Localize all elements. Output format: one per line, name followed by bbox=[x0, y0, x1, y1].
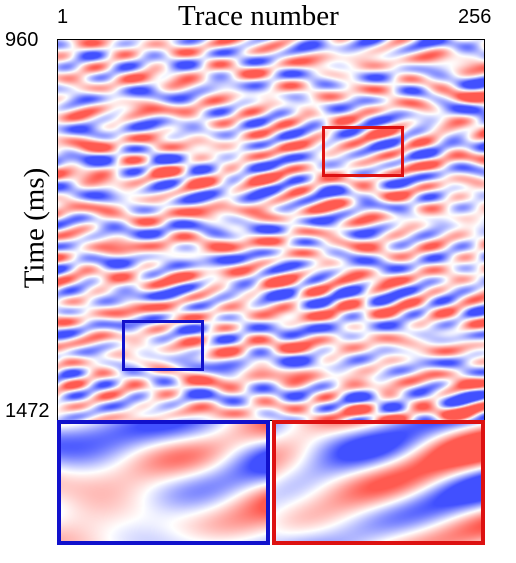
blue-zoom-image bbox=[61, 424, 266, 541]
red-zoom-image bbox=[276, 424, 481, 541]
x-start-label: 1 bbox=[57, 6, 69, 28]
y-axis-title: Time (ms) bbox=[18, 167, 51, 289]
x-axis-title: Trace number bbox=[178, 0, 339, 32]
seismic-image bbox=[58, 40, 484, 420]
red-region-zoom bbox=[272, 420, 485, 545]
y-end-label: 1472 bbox=[5, 400, 50, 422]
y-start-label: 960 bbox=[5, 29, 39, 51]
x-end-label: 256 bbox=[458, 6, 492, 28]
red-region-box bbox=[322, 126, 404, 177]
blue-region-zoom bbox=[57, 420, 270, 545]
blue-region-box bbox=[122, 320, 204, 371]
seismic-section bbox=[57, 39, 485, 421]
